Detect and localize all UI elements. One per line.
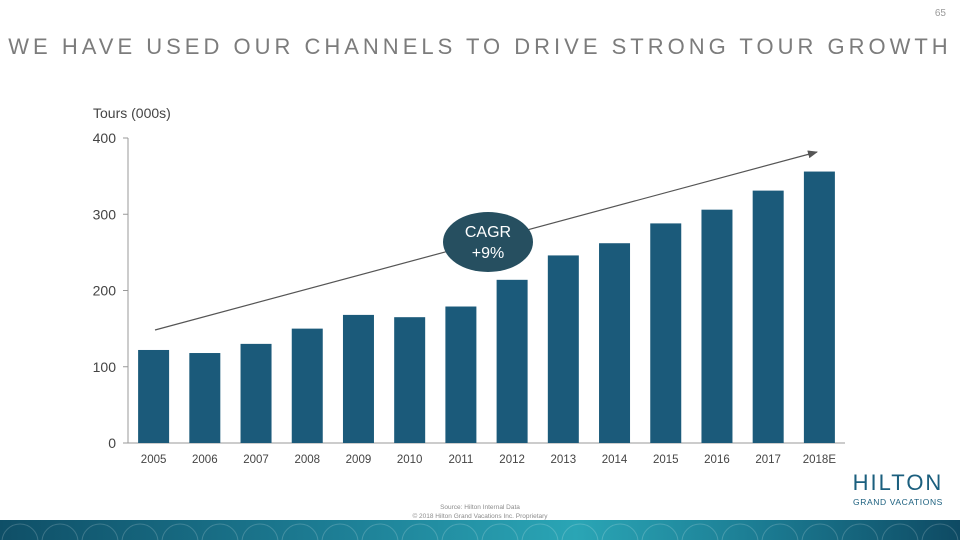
x-tick-label: 2018E [803, 454, 837, 466]
x-tick-label: 2017 [755, 454, 781, 466]
page-number: 65 [934, 8, 946, 19]
footer-decorative-band [0, 520, 960, 540]
bar-2018E [803, 171, 835, 444]
x-tick-label: 2016 [704, 454, 730, 466]
bar-2007 [240, 343, 272, 443]
x-tick-label: 2010 [397, 454, 423, 466]
x-tick-label: 2005 [141, 454, 167, 466]
y-tick-label: 400 [93, 130, 117, 146]
y-axis-label: Tours (000s) [93, 105, 171, 121]
y-tick-label: 100 [93, 359, 117, 375]
tours-bar-chart: Tours (000s) 0 100 200 300 400 2005 2006 2007 2… [93, 105, 845, 466]
logo-sub-text: GRAND VACATIONS [853, 497, 943, 507]
bar-2012 [496, 279, 528, 443]
x-tick-label: 2008 [294, 454, 320, 466]
x-tick-label: 2015 [653, 454, 679, 466]
bar-2010 [394, 317, 426, 443]
x-tick-label: 2013 [551, 454, 577, 466]
source-note: Source: Hilton Internal Data [440, 504, 520, 511]
cagr-badge-label: CAGR [465, 224, 511, 241]
bar-2005 [138, 349, 170, 443]
x-tick-label: 2012 [499, 454, 525, 466]
footer-text: Source: Hilton Internal Data © 2018 Hilt… [0, 503, 960, 521]
logo-main-text: HILTON [852, 470, 944, 495]
x-tick-label: 2009 [346, 454, 372, 466]
bar-2006 [189, 353, 221, 443]
x-tick-label: 2007 [243, 454, 269, 466]
hilton-grand-vacations-logo: HILTON GRAND VACATIONS [848, 470, 948, 508]
footer-pattern-icon [1, 523, 959, 540]
bar-2017 [752, 190, 784, 443]
bar-2011 [445, 306, 477, 443]
bar-2009 [342, 314, 374, 443]
bar-2013 [547, 255, 579, 443]
x-tick-label: 2011 [449, 454, 474, 466]
cagr-badge-ellipse [443, 212, 533, 272]
cagr-badge-value: +9% [472, 245, 504, 262]
bar-2015 [650, 223, 682, 443]
y-tick-label: 300 [93, 206, 117, 222]
copyright-note: © 2018 Hilton Grand Vacations Inc. Propr… [412, 513, 548, 520]
bar-2008 [291, 328, 323, 443]
y-tick-label: 0 [108, 435, 116, 451]
bar-2014 [599, 243, 631, 443]
cagr-badge: CAGR +9% [443, 212, 533, 272]
y-tick-label: 200 [93, 283, 117, 299]
slide-title: WE HAVE USED OUR CHANNELS TO DRIVE STRON… [8, 34, 952, 59]
bar-2016 [701, 209, 733, 443]
x-tick-label: 2014 [602, 454, 628, 466]
x-tick-label: 2006 [192, 454, 218, 466]
